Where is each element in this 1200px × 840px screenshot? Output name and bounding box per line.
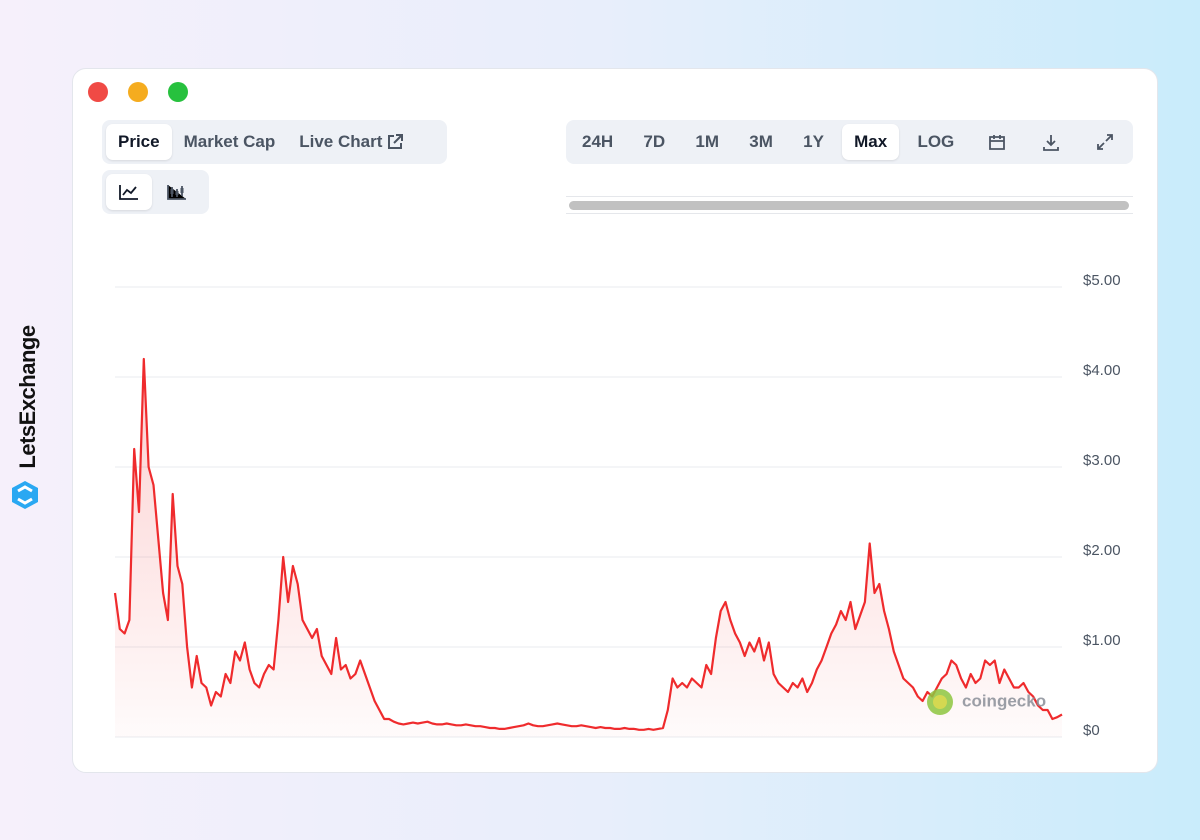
watermark-logo-inner [933, 695, 947, 709]
toolbar-icon-button[interactable] [1081, 124, 1129, 160]
y-tick-label: $5.00 [1083, 272, 1121, 289]
external-icon [388, 134, 404, 149]
tab[interactable]: Market Cap [183, 132, 276, 151]
y-tick-label: $0 [1083, 722, 1100, 739]
brand-logo [12, 481, 38, 509]
range-button[interactable]: 1Y [803, 132, 824, 151]
close-dot[interactable] [88, 82, 108, 102]
tab[interactable]: Live Chart [299, 132, 383, 151]
toolbar-icon-button[interactable] [973, 124, 1021, 160]
candle-icon [167, 185, 186, 200]
range-button[interactable]: 7D [643, 132, 666, 151]
candle-chart-button[interactable] [152, 174, 202, 210]
tab-group: Price Market Cap Live Chart [102, 120, 447, 164]
minimize-dot[interactable] [128, 82, 148, 102]
line-icon [119, 185, 138, 200]
toolbar-icon [988, 135, 1005, 150]
y-tick-label: $3.00 [1083, 452, 1121, 469]
maximize-dot[interactable] [168, 82, 188, 102]
toolbar-icon [1097, 134, 1113, 150]
range-button[interactable]: 3M [749, 132, 773, 151]
window [72, 68, 1158, 773]
line-chart-button[interactable] [106, 174, 152, 210]
range-button[interactable]: 24H [582, 132, 614, 151]
scroll-track [566, 196, 1133, 214]
watermark: coingecko [962, 691, 1046, 710]
range-group: 24H 7D 1M 3M 1Y Max LOG [566, 120, 1133, 164]
range-button[interactable]: 1M [695, 132, 720, 151]
range-button[interactable]: Max [842, 124, 900, 160]
toolbar-icon-button[interactable] [1027, 124, 1075, 160]
range-button[interactable]: LOG [917, 132, 955, 151]
y-tick-label: $1.00 [1083, 632, 1121, 649]
price-line [113, 357, 1063, 731]
scroll-thumb [569, 201, 1129, 210]
chart-type-group [102, 170, 209, 214]
toolbar-icon [1042, 135, 1059, 151]
y-tick-label: $2.00 [1083, 542, 1121, 559]
y-tick-label: $4.00 [1083, 362, 1121, 379]
area-fill [115, 359, 1062, 737]
tab[interactable]: Price [106, 124, 172, 160]
